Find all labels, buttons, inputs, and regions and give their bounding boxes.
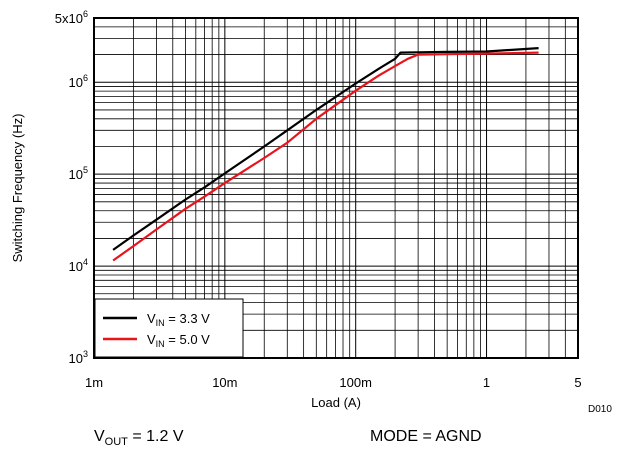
y-axis-label: Switching Frequency (Hz) [10, 114, 25, 263]
caption-mode: MODE = AGND [370, 428, 482, 445]
x-tick-label: 10m [212, 375, 237, 390]
legend-label-sub: IN [156, 318, 165, 328]
series-layer [112, 47, 539, 262]
legend-label-1: VIN = 3.3 V [147, 311, 210, 328]
grid [93, 17, 579, 359]
y-tick-label: 105 [69, 165, 88, 182]
x-tick-label: 1m [85, 375, 103, 390]
caption-vout-sub: OUT [104, 436, 128, 449]
y-tick-label: 104 [69, 257, 88, 274]
x-tick-labels: 1m 10m 100m 1 5 [85, 375, 582, 390]
legend-label-2: VIN = 5.0 V [147, 332, 210, 349]
x-tick-label: 1 [483, 375, 490, 390]
y-tick-base: 10 [69, 75, 83, 90]
series-line-2 [112, 51, 539, 262]
y-tick-base: 10 [69, 167, 83, 182]
y-tick-exponent: 6 [83, 73, 88, 83]
y-tick-exponent: 4 [83, 257, 88, 267]
caption-vout-main: V [94, 428, 105, 445]
series-line-1 [112, 47, 539, 251]
legend-label-value: = 5.0 V [165, 332, 210, 347]
x-tick-label: 100m [339, 375, 372, 390]
legend-box [94, 298, 244, 358]
x-tick-label: 5 [574, 375, 581, 390]
x-axis-label: Load (A) [311, 395, 361, 410]
legend-label-main: V [147, 332, 156, 347]
y-tick-exponent: 3 [83, 349, 88, 359]
y-tick-exponent: 5 [83, 165, 88, 175]
y-tick-label: 106 [69, 73, 88, 90]
y-tick-base: 10 [69, 259, 83, 274]
legend-label-main: V [147, 311, 156, 326]
y-tick-base: 10 [69, 351, 83, 366]
caption-vout-value: = 1.2 V [127, 428, 184, 445]
legend-label-sub: IN [156, 339, 165, 349]
figure-id: D010 [588, 404, 612, 415]
y-tick-base: 5x10 [55, 11, 83, 26]
y-tick-exponent: 6 [83, 9, 88, 19]
legend-label-value: = 3.3 V [165, 311, 210, 326]
y-tick-label: 5x106 [55, 9, 88, 26]
caption-vout: VOUT = 1.2 V [94, 428, 184, 448]
plot-frame [93, 17, 579, 359]
y-tick-label: 103 [69, 349, 88, 366]
